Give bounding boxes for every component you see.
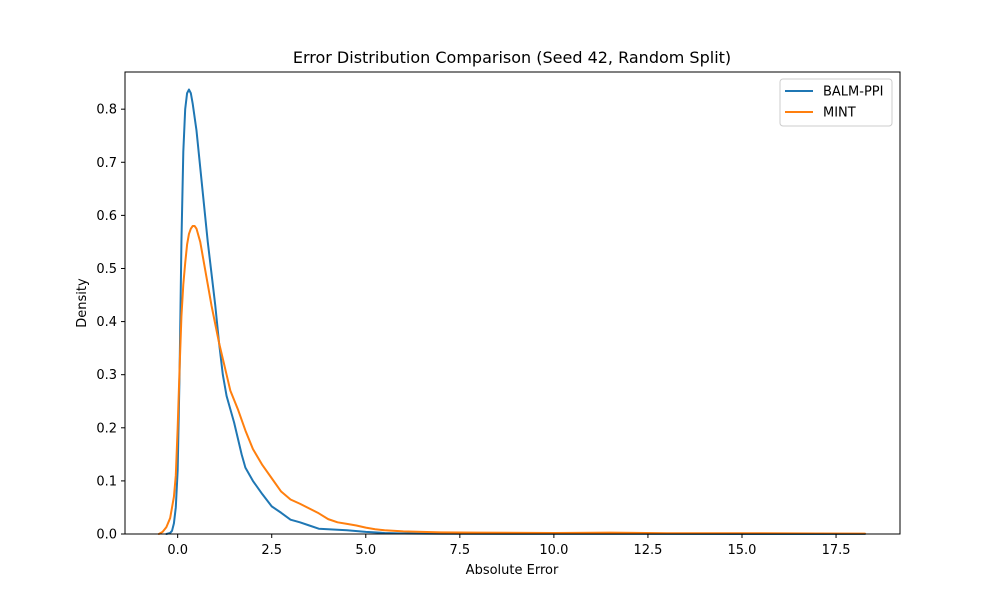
series-line-balm-ppi — [165, 88, 867, 535]
series-line-mint — [157, 225, 867, 535]
y-tick-label: 0.8 — [96, 103, 117, 118]
x-axis: 0.0 2.5 5.0 7.5 10.0 12.5 15.0 17.5 — [167, 534, 851, 558]
x-tick-label: 2.5 — [261, 543, 282, 558]
axes-frame — [124, 71, 901, 535]
legend-label-mint: MINT — [823, 106, 856, 121]
chart-title: Error Distribution Comparison (Seed 42, … — [293, 48, 731, 67]
y-axis: 0.0 0.1 0.2 0.3 0.4 0.5 0.6 0.7 0.8 — [96, 103, 125, 543]
y-tick-label: 0.4 — [96, 315, 117, 330]
x-tick-label: 17.5 — [822, 543, 851, 558]
legend: BALM-PPI MINT — [779, 78, 893, 127]
y-tick-label: 0.6 — [96, 209, 117, 224]
x-tick-label: 12.5 — [633, 543, 662, 558]
x-tick-label: 15.0 — [728, 543, 757, 558]
legend-label-balm-ppi: BALM-PPI — [823, 85, 883, 100]
y-tick-label: 0.1 — [96, 474, 117, 489]
x-tick-label: 5.0 — [355, 543, 376, 558]
y-tick-label: 0.0 — [96, 528, 117, 543]
y-axis-title: Density — [75, 278, 90, 328]
x-tick-label: 10.0 — [539, 543, 568, 558]
y-tick-label: 0.5 — [96, 262, 117, 277]
x-axis-title: Absolute Error — [466, 563, 559, 578]
plot-area — [157, 88, 867, 535]
y-tick-label: 0.7 — [96, 156, 117, 171]
y-tick-label: 0.3 — [96, 368, 117, 383]
x-tick-label: 7.5 — [449, 543, 470, 558]
x-tick-label: 0.0 — [167, 543, 188, 558]
y-tick-label: 0.2 — [96, 421, 117, 436]
